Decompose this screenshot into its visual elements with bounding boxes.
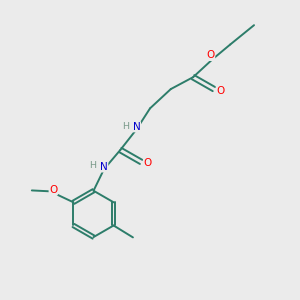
Text: H: H [89, 161, 96, 170]
Text: O: O [143, 158, 152, 168]
Text: O: O [216, 85, 225, 96]
Text: O: O [49, 185, 57, 195]
Text: N: N [100, 162, 108, 172]
Text: O: O [206, 50, 215, 61]
Text: N: N [133, 122, 140, 132]
Text: H: H [122, 122, 129, 131]
